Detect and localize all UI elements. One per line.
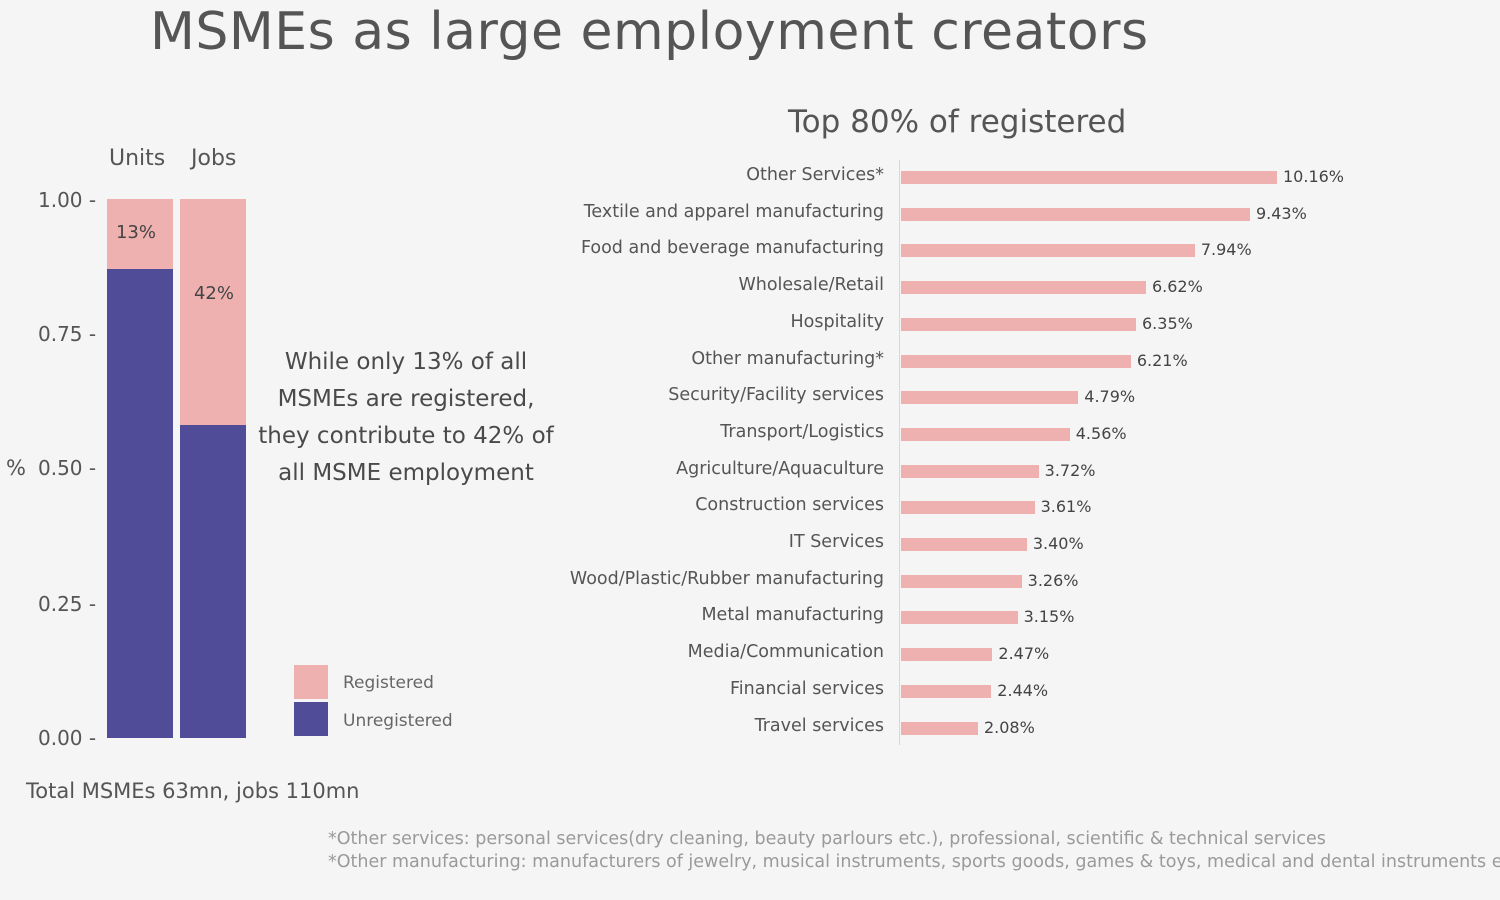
value-label: 3.40%: [1032, 534, 1084, 553]
category-label: Hospitality: [790, 311, 884, 332]
stack-segment-registered-units: [107, 199, 173, 269]
category-label: Travel services: [754, 715, 884, 736]
column-label-jobs: Jobs: [191, 146, 237, 171]
value-label: 10.16%: [1283, 167, 1345, 186]
category-label: Construction services: [695, 495, 884, 516]
bar: [901, 501, 1035, 515]
category-label: Security/Facility services: [668, 385, 884, 406]
legend-label-unregistered: Unregistered: [343, 711, 453, 731]
y-tick: 1.00 -: [38, 188, 97, 212]
category-label: Wood/Plastic/Rubber manufacturing: [569, 568, 884, 589]
value-label: 6.62%: [1151, 277, 1203, 297]
category-label: Other Services*: [746, 165, 884, 185]
value-label: 7.94%: [1200, 240, 1252, 260]
y-tick: 0.50 -: [38, 456, 97, 480]
footnote-other-services: *Other services: personal services(dry c…: [328, 829, 1326, 849]
stack-segment-unregistered-units: [107, 269, 173, 738]
y-tick: 0.25 -: [38, 592, 97, 616]
value-label: 3.15%: [1023, 607, 1075, 627]
bar: [901, 538, 1027, 551]
legend-swatch-registered: [294, 665, 328, 699]
bar: [901, 427, 1070, 441]
y-tick: 0.75 -: [38, 322, 97, 346]
value-label: 3.61%: [1040, 497, 1092, 517]
bar-chart-axis: [899, 160, 900, 745]
callout-text: While only 13% of all MSMEs are register…: [258, 349, 554, 486]
value-label: 2.44%: [997, 680, 1049, 700]
value-label: 9.43%: [1255, 203, 1307, 223]
bar: [901, 354, 1131, 368]
page-title: MSMEs as large employment creators: [150, 2, 1149, 62]
bar: [901, 391, 1079, 405]
jobs-registered-label: 42%: [193, 283, 234, 304]
value-label: 6.21%: [1136, 350, 1188, 370]
value-label: 3.72%: [1044, 460, 1096, 480]
y-axis-label: %: [6, 456, 26, 480]
stack-segment-registered-jobs: [180, 199, 246, 425]
value-label: 4.79%: [1084, 387, 1136, 407]
bar: [901, 281, 1146, 295]
bar: [901, 171, 1277, 184]
category-label: Metal manufacturing: [701, 605, 884, 626]
bar: [901, 721, 978, 735]
bar: [901, 648, 993, 662]
bar: [901, 464, 1039, 478]
value-label: 6.35%: [1142, 313, 1193, 333]
category-label: Transport/Logistics: [720, 421, 884, 442]
bar: [901, 574, 1022, 588]
category-label: Agriculture/Aquaculture: [676, 458, 884, 479]
footnote-other-manufacturing: *Other manufacturing: manufacturers of j…: [328, 852, 1500, 872]
bar-chart-title: Top 80% of registered: [788, 104, 1127, 140]
category-label: Food and beverage manufacturing: [580, 238, 884, 259]
value-label: 3.26%: [1027, 570, 1079, 590]
category-label: Other manufacturing*: [691, 348, 884, 369]
bar: [901, 611, 1018, 625]
units-registered-label: 13%: [115, 222, 156, 243]
value-label: 4.56%: [1075, 423, 1127, 443]
value-label: 2.47%: [998, 644, 1050, 664]
bar: [901, 207, 1250, 221]
category-label: Media/Communication: [687, 642, 884, 663]
stack-segment-unregistered-jobs: [180, 425, 246, 738]
bar: [901, 317, 1136, 331]
column-label-units: Units: [109, 146, 166, 171]
category-label: Financial services: [730, 678, 884, 699]
category-label: Textile and apparel manufacturing: [583, 201, 884, 222]
value-label: 2.08%: [983, 717, 1035, 737]
legend-label-registered: Registered: [343, 673, 434, 693]
category-label: IT Services: [788, 532, 884, 552]
legend-swatch-unregistered: [294, 702, 328, 736]
category-label: Wholesale/Retail: [738, 275, 884, 296]
bar: [901, 244, 1195, 258]
total-note: Total MSMEs 63mn, jobs 110mn: [26, 779, 360, 803]
bar: [901, 684, 992, 698]
y-tick: 0.00 -: [38, 726, 97, 750]
